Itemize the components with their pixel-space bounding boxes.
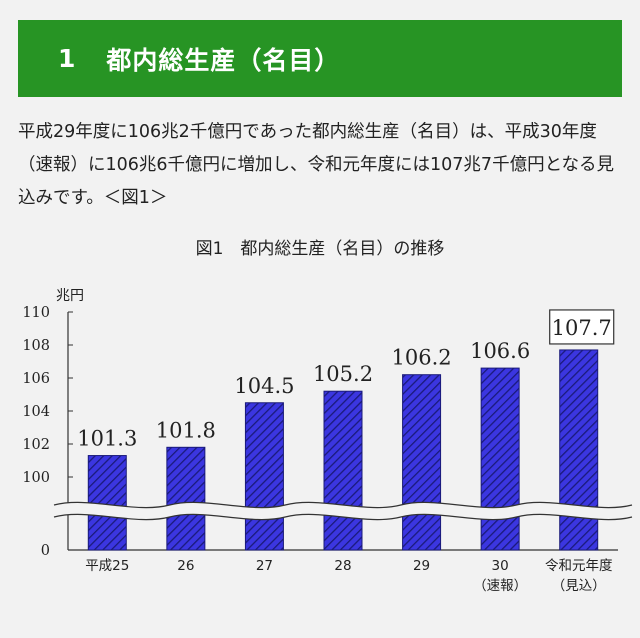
x-tick-label-sub: （速報）: [473, 578, 527, 594]
y-tick-label: 104: [22, 404, 50, 420]
chart-title: 図1 都内総生産（名目）の推移: [195, 239, 445, 259]
y-tick-label: 108: [22, 338, 50, 354]
data-label: 106.6: [470, 339, 530, 363]
section-header: 1 都内総生産（名目）: [18, 20, 622, 97]
x-tick-label: 27: [256, 558, 273, 574]
y-tick-label: 0: [41, 543, 50, 559]
y-axis-unit: 兆円: [56, 288, 84, 304]
data-label: 105.2: [313, 362, 373, 386]
x-tick-label: 28: [334, 558, 351, 574]
x-tick-label: 29: [413, 558, 430, 574]
section-number: 1: [58, 44, 77, 73]
y-tick-label: 106: [22, 371, 50, 387]
x-tick-label: 令和元年度: [545, 558, 613, 574]
y-tick-label: 102: [22, 437, 50, 453]
y-tick-label: 110: [22, 305, 50, 321]
data-label: 107.7: [552, 316, 612, 340]
y-tick-label: 100: [22, 470, 50, 486]
x-tick-label: 平成25: [85, 558, 129, 574]
bar: [559, 349, 599, 551]
data-label: 104.5: [234, 374, 294, 398]
bar: [244, 402, 284, 551]
bar: [402, 374, 442, 551]
section-title: 都内総生産（名目）: [106, 45, 341, 75]
data-label: 106.2: [392, 346, 452, 370]
summary-paragraph: 平成29年度に106兆2千億円であった都内総生産（名目）は、平成30年度（速報）…: [18, 122, 615, 208]
highlight-box: [549, 309, 615, 345]
bar-chart: 兆円 110 108 106 104 102 100 0 101.3 平成25 101.8 26 104…: [22, 288, 633, 594]
data-label: 101.3: [77, 427, 137, 451]
x-tick-label: 30: [492, 558, 509, 574]
x-tick-label-sub: （見込）: [552, 578, 606, 594]
x-tick-label: 26: [177, 558, 194, 574]
data-label: 101.8: [156, 418, 216, 442]
bar: [323, 390, 363, 551]
axis-break-line: [53, 513, 633, 521]
axis-break-band: [54, 502, 632, 520]
bar: [480, 367, 520, 551]
axis-break-line: [53, 501, 633, 509]
bar: [166, 446, 206, 551]
